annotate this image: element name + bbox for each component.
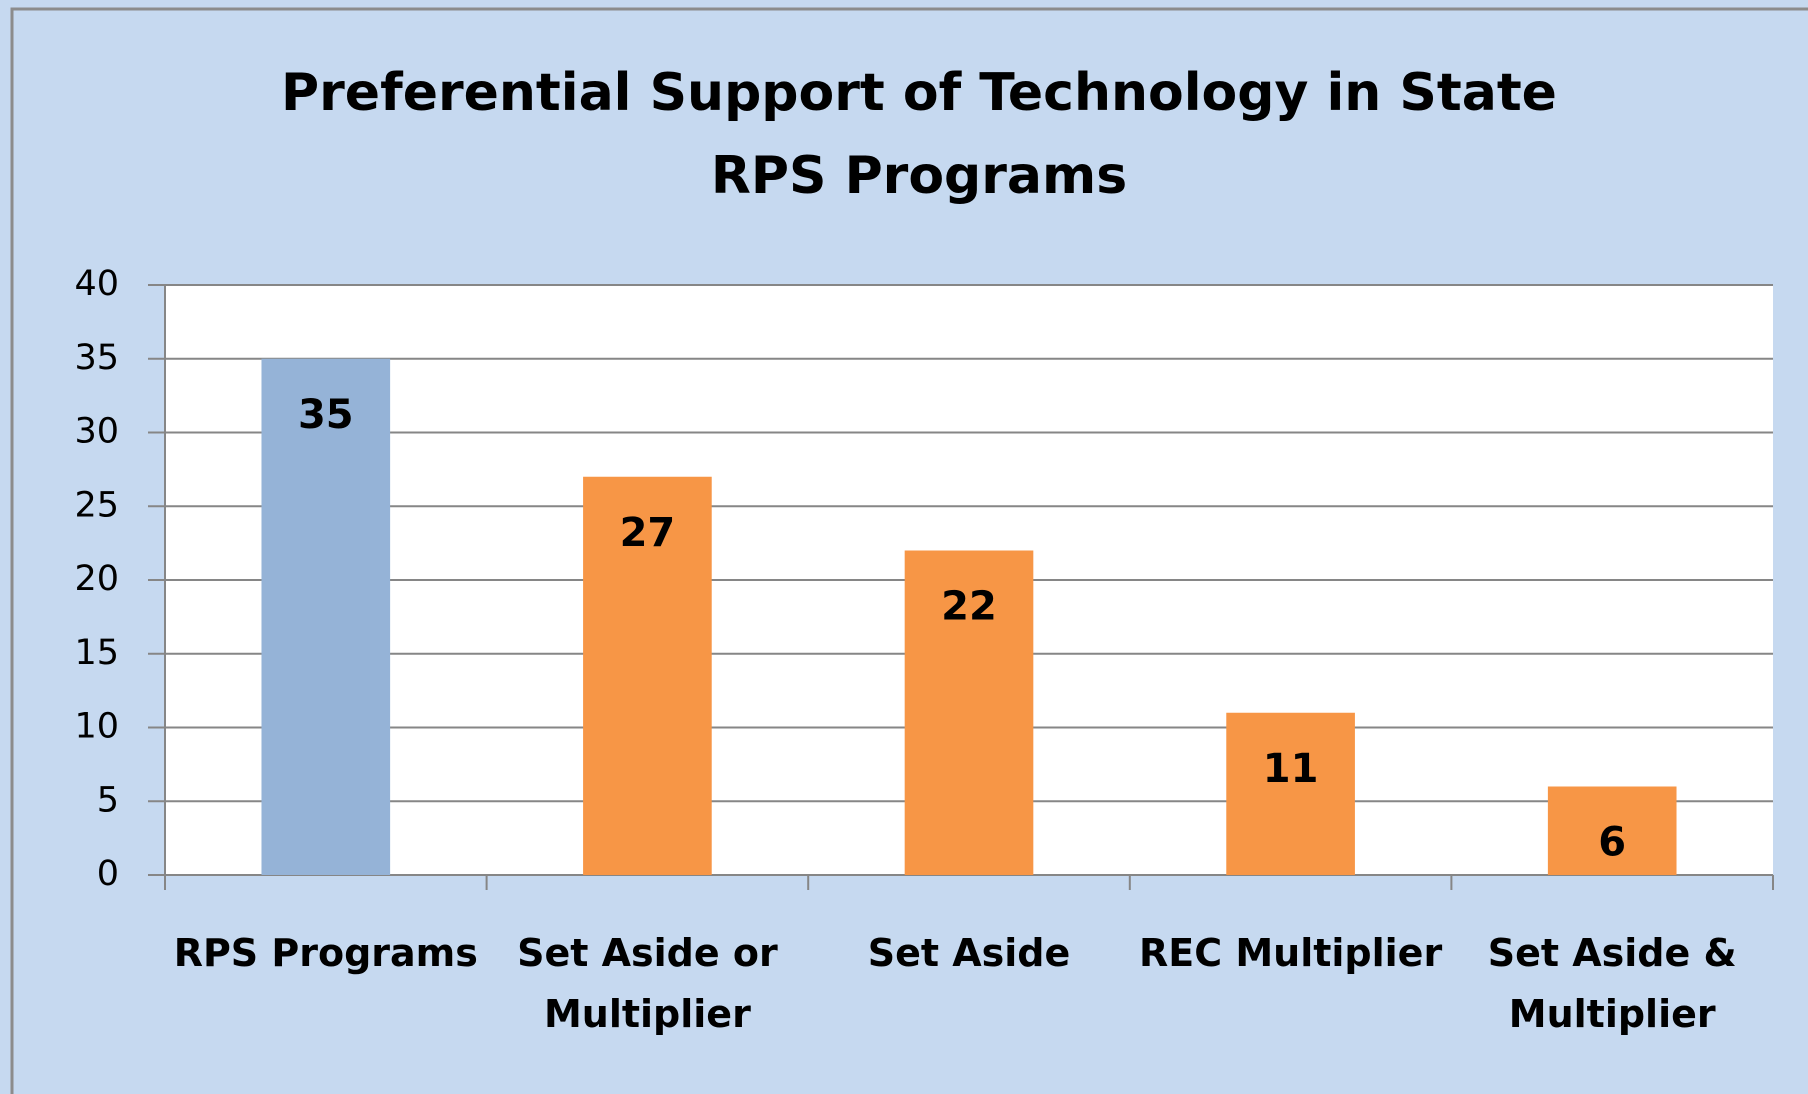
bar — [1226, 712, 1355, 875]
data-label: 6 — [1598, 820, 1626, 866]
bar — [1547, 786, 1677, 875]
x-tick-label: Set Aside or Multiplier — [517, 931, 778, 1036]
chart-title: Preferential Support of Technology in St… — [281, 63, 1557, 206]
data-label: 27 — [620, 510, 676, 556]
y-tick-label: 5 — [97, 780, 119, 820]
bar — [261, 358, 391, 875]
y-tick-label: 40 — [74, 264, 119, 304]
y-tick-label: 0 — [97, 854, 119, 894]
x-tick-label: RPS Programs — [174, 931, 478, 975]
y-tick-label: 15 — [74, 633, 119, 673]
data-label: 22 — [941, 584, 997, 630]
x-tick-label: Set Aside & Multiplier — [1488, 931, 1737, 1036]
y-tick-label: 10 — [74, 707, 119, 747]
data-label: 11 — [1263, 746, 1319, 792]
y-tick-label: 25 — [74, 485, 119, 525]
x-tick-label: REC Multiplier — [1139, 931, 1442, 975]
y-tick-label: 35 — [74, 338, 119, 378]
y-tick-label: 20 — [74, 559, 119, 599]
bar — [583, 476, 712, 875]
y-tick-label: 30 — [74, 412, 119, 452]
x-tick-label: Set Aside — [868, 931, 1071, 975]
data-label: 35 — [298, 392, 354, 438]
bar — [904, 550, 1034, 875]
